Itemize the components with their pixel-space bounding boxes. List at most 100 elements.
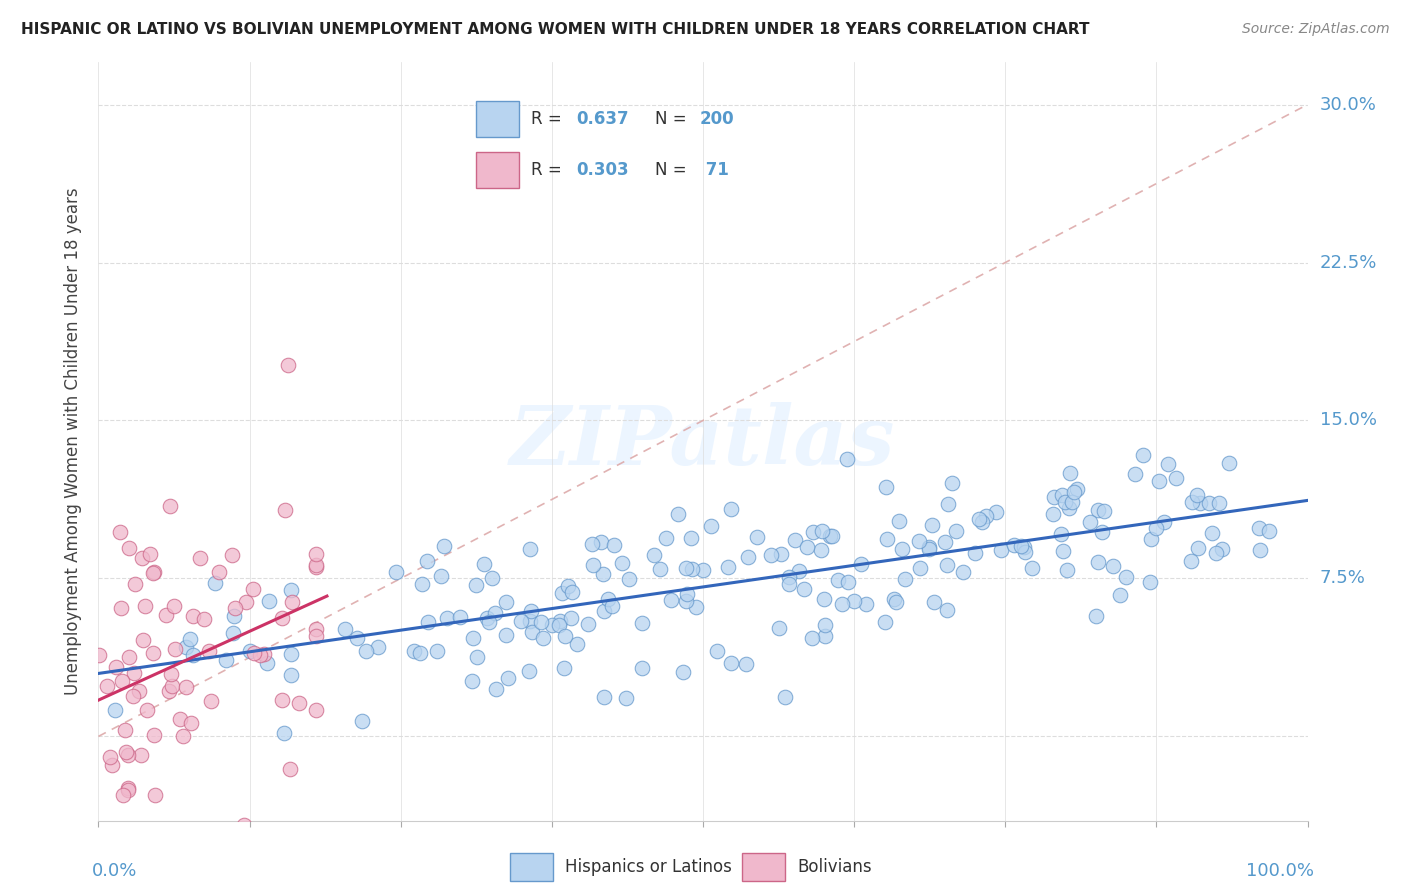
Point (522, 625, 544, 640)
Point (1157, 458, 1180, 472)
Point (519, 664, 541, 678)
Point (1123, 467, 1146, 482)
Point (1042, 508, 1064, 522)
Point (1052, 544, 1074, 558)
Point (561, 584, 583, 599)
Point (98, 750, 121, 764)
Point (350, 714, 373, 728)
Point (193, 612, 215, 626)
Point (547, 618, 569, 632)
Point (197, 643, 219, 657)
Point (814, 630, 837, 644)
Point (270, 693, 292, 707)
Point (1132, 449, 1154, 463)
Point (1059, 466, 1081, 480)
Point (529, 615, 551, 629)
Point (346, 631, 368, 645)
Point (922, 595, 945, 609)
Point (1247, 520, 1270, 534)
Point (259, 593, 281, 607)
Point (131, 859, 153, 873)
Point (305, 558, 328, 573)
Point (681, 562, 703, 576)
Text: 15.0%: 15.0% (1320, 411, 1376, 429)
Point (801, 525, 824, 540)
Point (1066, 482, 1088, 496)
Point (509, 615, 531, 629)
Point (876, 532, 898, 546)
Point (553, 661, 575, 675)
Point (1014, 545, 1036, 559)
Point (367, 640, 389, 655)
Point (1144, 521, 1167, 535)
Point (785, 533, 807, 547)
Point (235, 595, 257, 609)
Point (305, 703, 328, 717)
Text: 30.0%: 30.0% (1320, 95, 1376, 113)
Point (1078, 515, 1101, 529)
Point (837, 575, 859, 590)
Point (416, 554, 439, 568)
Point (239, 643, 262, 657)
Point (592, 566, 614, 581)
Point (787, 565, 810, 579)
Point (934, 534, 956, 549)
Point (821, 528, 844, 542)
Point (770, 547, 793, 561)
Text: Source: ZipAtlas.com: Source: ZipAtlas.com (1241, 22, 1389, 37)
Point (281, 595, 304, 609)
Point (280, 583, 302, 598)
Point (214, 653, 236, 667)
Point (614, 690, 637, 705)
Point (385, 565, 408, 579)
Point (1091, 524, 1114, 539)
Point (249, 648, 271, 663)
Text: 0.0%: 0.0% (93, 863, 138, 880)
Point (873, 615, 896, 630)
Point (174, 640, 197, 654)
Point (221, 548, 243, 562)
Point (1056, 563, 1078, 577)
Point (548, 615, 571, 629)
Point (1201, 525, 1223, 540)
Point (1147, 474, 1170, 488)
Point (101, 758, 124, 772)
Point (945, 524, 967, 538)
Point (104, 660, 127, 674)
Point (188, 550, 211, 565)
Point (181, 648, 204, 663)
Point (163, 599, 186, 614)
Point (1249, 542, 1271, 557)
Point (1211, 541, 1233, 556)
Point (581, 537, 603, 551)
Point (160, 667, 183, 681)
Point (1185, 488, 1208, 502)
Point (936, 497, 959, 511)
Point (132, 632, 155, 647)
Point (631, 661, 654, 675)
Point (273, 726, 295, 740)
Point (110, 601, 132, 615)
Point (831, 597, 853, 611)
Point (936, 602, 959, 616)
Point (778, 570, 800, 584)
Point (747, 530, 769, 544)
Point (114, 723, 136, 738)
Point (576, 617, 599, 632)
Point (793, 582, 815, 596)
Point (582, 558, 605, 572)
Point (110, 525, 132, 540)
Point (1115, 570, 1137, 584)
Point (685, 599, 707, 614)
Point (889, 515, 911, 529)
Point (96, 679, 118, 693)
Point (974, 509, 997, 524)
Point (963, 546, 986, 560)
Text: Hispanics or Latinos: Hispanics or Latinos (565, 858, 733, 876)
Point (104, 703, 127, 717)
Point (1257, 524, 1279, 538)
Point (426, 644, 449, 658)
Point (1102, 558, 1125, 573)
Point (464, 577, 486, 591)
Point (134, 599, 156, 613)
